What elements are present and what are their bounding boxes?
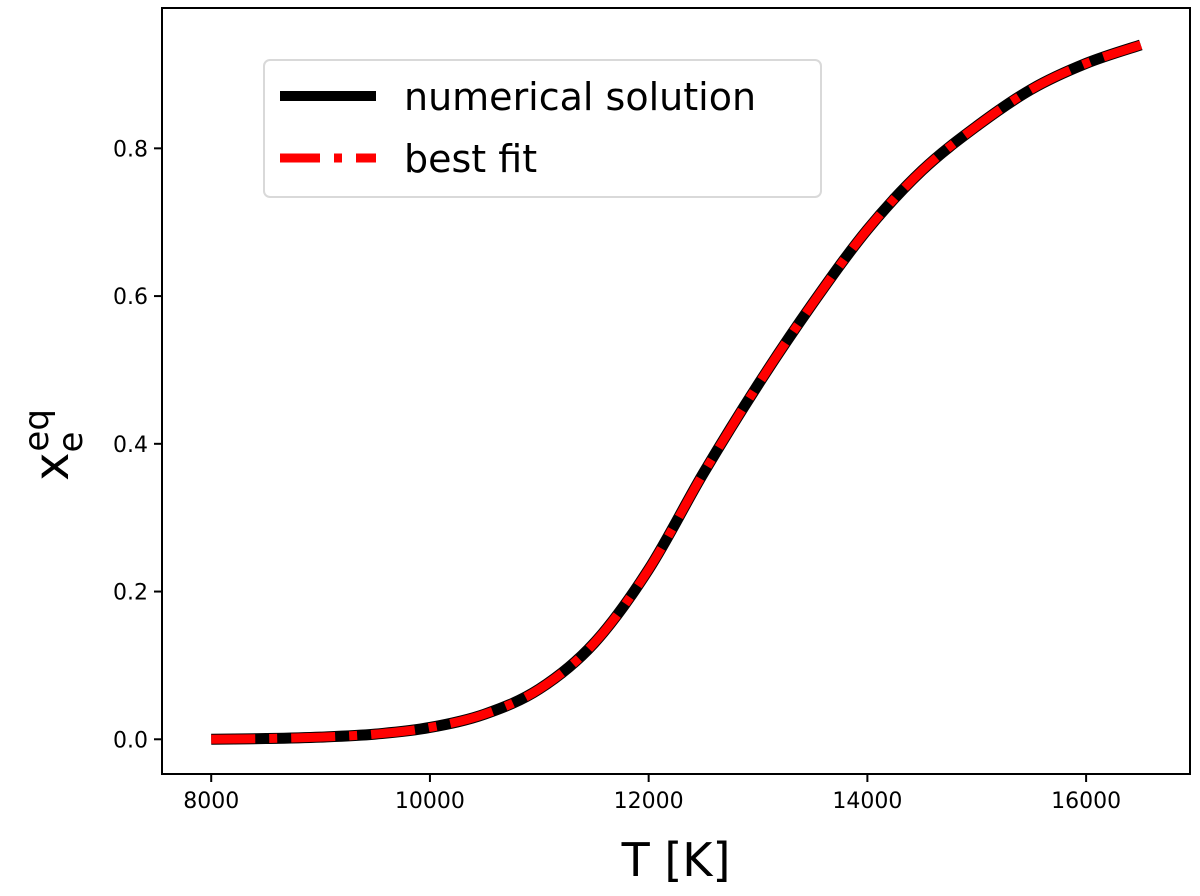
legend-label-numerical-solution: numerical solution [404,75,756,119]
y-tick-label: 0.6 [113,285,148,310]
plot-content [211,39,1143,745]
y-axis-label: xeeq [17,409,91,481]
legend: numerical solution best fit [263,59,822,198]
x-axis-label: T [K] [621,833,731,887]
x-tick-label: 12000 [614,789,684,814]
y-tick-label: 0.4 [113,433,148,458]
x-tick-label: 14000 [832,789,902,814]
series-line-best-fit [211,40,1143,744]
legend-label-best-fit: best fit [404,137,537,181]
legend-frame [263,59,822,198]
x-tick-label: 8000 [183,789,239,814]
y-tick-label: 0.0 [113,728,148,753]
x-tick-label: 10000 [395,789,465,814]
y-tick-label: 0.2 [113,581,148,606]
y-tick-label: 0.8 [113,137,148,162]
axes-frame [161,7,1191,775]
x-tick-label: 16000 [1051,789,1121,814]
x-axis: 8000 10000 12000 14000 16000 [183,774,1121,814]
y-axis: 0.0 0.2 0.4 0.6 0.8 [113,137,162,753]
